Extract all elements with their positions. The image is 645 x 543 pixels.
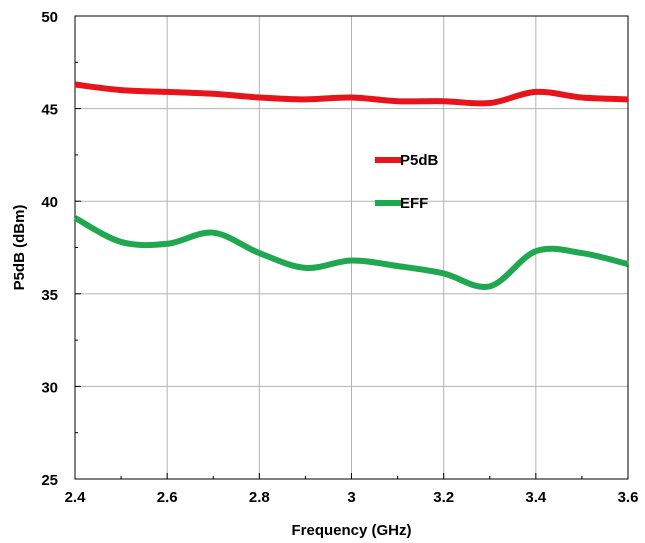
y-tick-label: 35: [41, 287, 58, 304]
x-axis-title: Frequency (GHz): [291, 522, 411, 539]
series-line-eff: [73, 215, 629, 291]
y-tick-label: 50: [41, 9, 58, 26]
y-axis-title: P5dB (dBm): [11, 205, 28, 291]
x-tick-label: 2.6: [157, 489, 178, 506]
legend: P5dB EFF: [375, 152, 439, 212]
series-lines: [73, 81, 629, 291]
x-tick-label: 2.8: [249, 489, 270, 506]
ticks: 2.4 2.6 2.8 3 3.2 3.4 3.6 25 30 35 40 45 50: [41, 9, 638, 506]
x-tick-label: 3.6: [618, 489, 639, 506]
y-tick-label: 30: [41, 379, 58, 396]
legend-label-eff: EFF: [400, 195, 428, 212]
legend-label-p5db: P5dB: [400, 152, 439, 169]
series-line-p5db: [74, 81, 629, 107]
x-tick-label: 3: [347, 489, 355, 506]
x-tick-label: 2.4: [65, 489, 87, 506]
x-tick-label: 3.2: [433, 489, 454, 506]
y-tick-label: 25: [41, 472, 58, 489]
x-tick-label: 3.4: [525, 489, 547, 506]
y-tick-label: 40: [41, 194, 58, 211]
y-tick-label: 45: [41, 102, 58, 119]
